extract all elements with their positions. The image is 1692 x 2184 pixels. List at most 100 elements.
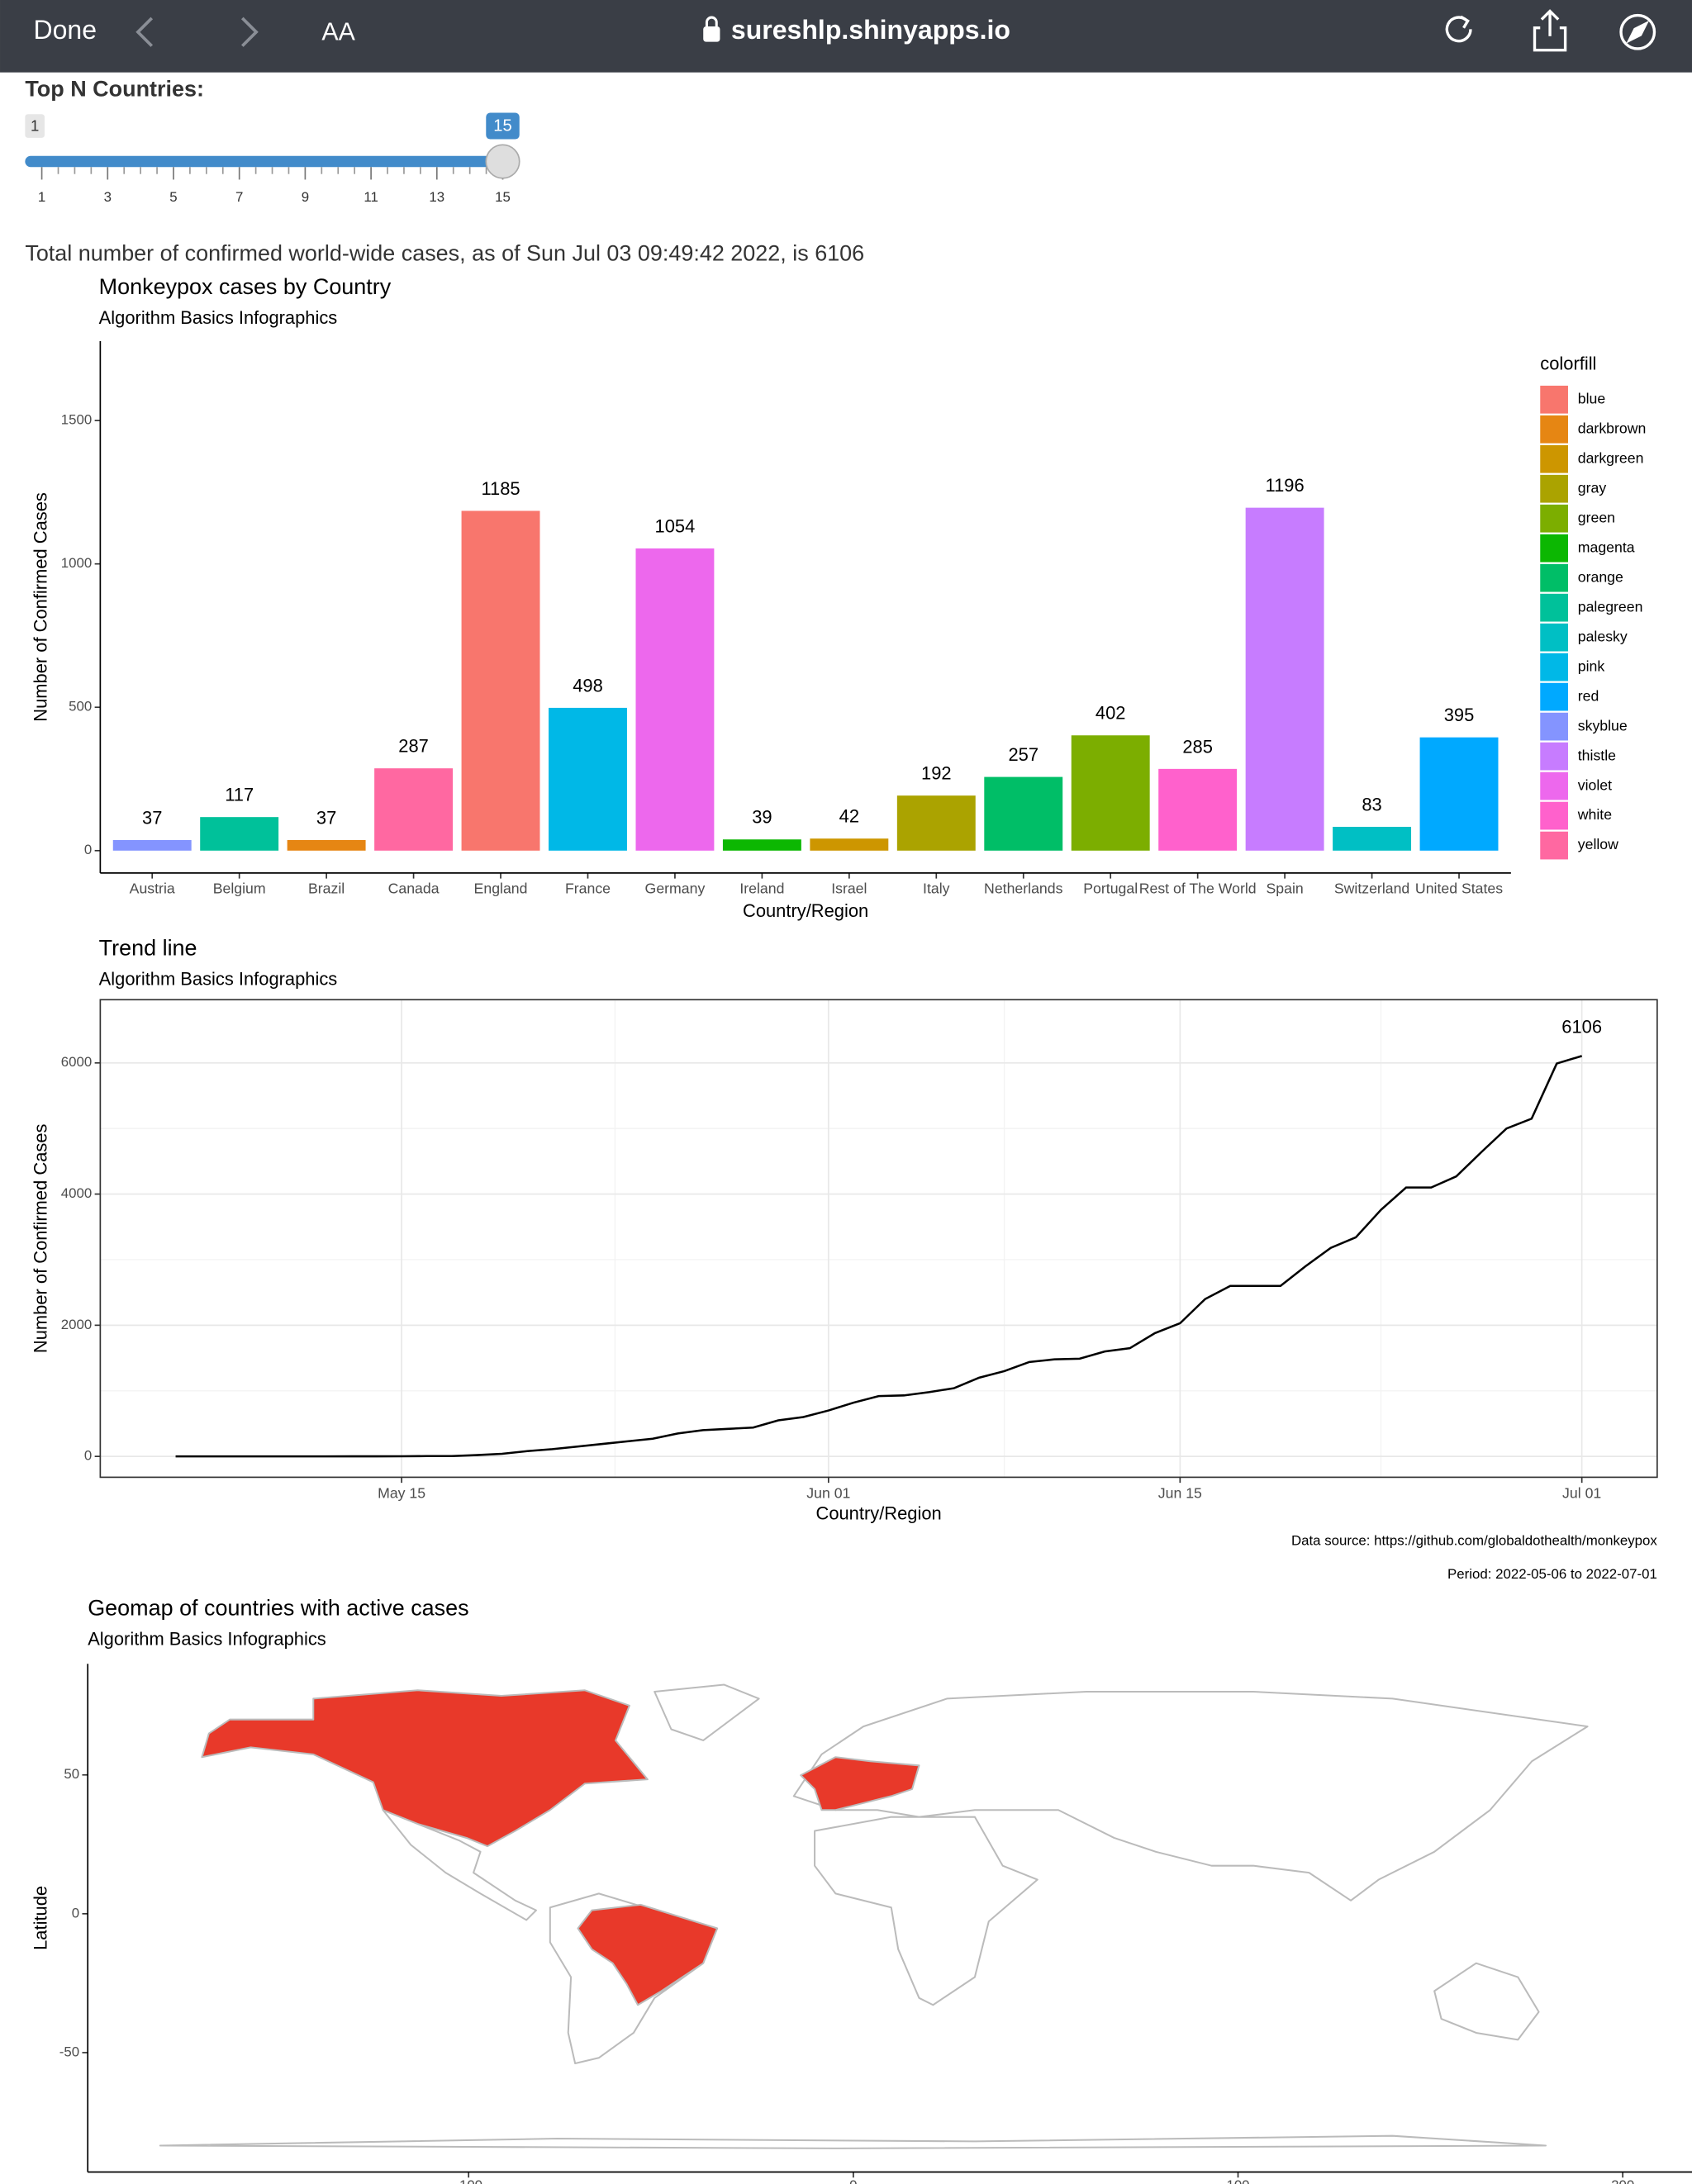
slider-handle[interactable] — [485, 144, 520, 179]
legend-swatch — [1540, 742, 1568, 771]
legend-label: blue — [1578, 390, 1606, 406]
x-tick-label: Brazil — [308, 881, 345, 897]
x-tick-label: Jun 15 — [1158, 1484, 1202, 1501]
x-tick-label: Jun 01 — [806, 1484, 850, 1501]
legend-swatch — [1540, 801, 1568, 830]
slider-label: Top N Countries: — [25, 77, 204, 102]
slider-min: 1 — [31, 116, 39, 134]
x-tick-label: Rest of The World — [1139, 881, 1257, 897]
done-button[interactable]: Done — [33, 15, 97, 45]
caption: Period: 2022-05-06 to 2022-07-01 — [1447, 1566, 1657, 1582]
bar — [549, 707, 627, 851]
slider-value-box — [486, 112, 520, 140]
country-shape — [654, 1683, 760, 1741]
legend-swatch — [1540, 504, 1568, 533]
trend-line — [175, 1055, 1583, 1458]
slider-track — [25, 155, 503, 168]
legend-label: palesky — [1578, 628, 1628, 644]
legend-swatch — [1540, 653, 1568, 681]
bar-value-label: 83 — [1362, 794, 1381, 814]
country-shape — [800, 1756, 920, 1811]
share-button[interactable] — [1533, 9, 1567, 52]
legend-label: orange — [1578, 568, 1623, 585]
y-axis-label: Number of Confirmed Cases — [30, 1123, 50, 1353]
y-tick-label: 0 — [84, 1448, 92, 1464]
x-tick-label: Italy — [923, 881, 950, 897]
legend-swatch — [1540, 415, 1568, 444]
legend-label: skyblue — [1578, 717, 1628, 734]
bar-value-label: 37 — [316, 807, 336, 828]
slider-tick-label: 7 — [235, 189, 243, 205]
chart-subtitle: Algorithm Basics Infographics — [88, 1628, 326, 1649]
bar — [1071, 735, 1150, 851]
forward-button[interactable] — [240, 17, 259, 47]
legend-swatch — [1540, 772, 1568, 800]
legend-label: pink — [1578, 658, 1605, 674]
country-shape — [159, 2134, 1547, 2149]
chart-subtitle: Algorithm Basics Infographics — [99, 307, 338, 328]
legend-swatch — [1540, 712, 1568, 741]
x-tick-label: Austria — [130, 881, 175, 897]
legend-swatch — [1540, 385, 1568, 414]
x-tick-label: Switzerland — [1334, 881, 1409, 897]
back-button[interactable] — [135, 17, 154, 47]
y-tick-label: 1000 — [61, 555, 92, 571]
y-tick-label: 6000 — [61, 1054, 92, 1070]
bar-value-label: 1185 — [481, 478, 520, 499]
y-axis-label: Latitude — [30, 1886, 50, 1950]
chart-title: Trend line — [99, 936, 197, 961]
x-tick-label: France — [565, 881, 611, 897]
legend-swatch — [1540, 593, 1568, 622]
legend-label: white — [1577, 806, 1612, 823]
slider-tick-label: 3 — [104, 189, 112, 205]
slider-value: 15 — [493, 117, 512, 135]
bar-value-label: 402 — [1096, 703, 1126, 724]
bar-value-label: 1054 — [655, 515, 696, 536]
x-tick-label: Netherlands — [984, 881, 1063, 897]
legend-title: colorfill — [1540, 353, 1596, 373]
y-tick-label: -50 — [59, 2044, 79, 2059]
bar-value-label: 42 — [839, 806, 859, 827]
chart-title: Geomap of countries with active cases — [88, 1596, 468, 1621]
country-shape — [201, 1689, 649, 1848]
country-shape — [577, 1903, 719, 2006]
legend-swatch — [1540, 831, 1568, 860]
legend-label: darkbrown — [1578, 420, 1647, 436]
panel-border — [99, 999, 1658, 1479]
x-tick-label: 200 — [1611, 2177, 1634, 2184]
legend-swatch — [1540, 534, 1568, 563]
text-size-button[interactable]: AA — [321, 18, 355, 45]
bar — [461, 510, 540, 851]
x-tick-label: United States — [1415, 881, 1503, 897]
x-tick-label: Ireland — [739, 881, 784, 897]
summary-text: Total number of confirmed world-wide cas… — [25, 241, 864, 266]
legend-swatch — [1540, 563, 1568, 592]
x-tick-label: 100 — [1226, 2177, 1249, 2184]
slider-tick-label: 11 — [364, 189, 378, 205]
x-tick-label: Portugal — [1083, 881, 1138, 897]
caption: Data source: https://github.com/globaldo… — [1291, 1532, 1657, 1548]
legend-label: gray — [1578, 479, 1607, 496]
browser-bar — [0, 0, 1692, 73]
bar — [896, 795, 976, 851]
country-shape — [814, 1816, 1038, 2006]
y-tick-label: 0 — [84, 842, 92, 857]
x-axis-label: Country/Region — [816, 1503, 942, 1524]
bar — [112, 839, 192, 851]
bar-value-label: 395 — [1444, 705, 1475, 725]
lock-icon — [703, 16, 720, 42]
y-tick-label: 1500 — [61, 412, 92, 428]
url[interactable]: sureshlp.shinyapps.io — [731, 15, 1010, 45]
y-tick-label: 500 — [69, 699, 92, 715]
x-tick-label: Spain — [1266, 881, 1303, 897]
legend-swatch — [1540, 474, 1568, 503]
legend-swatch — [1540, 682, 1568, 711]
y-tick-label: 50 — [64, 1766, 79, 1782]
compass-button[interactable] — [1619, 13, 1656, 50]
reload-button[interactable] — [1445, 15, 1472, 43]
slider-tick-label: 13 — [429, 189, 444, 205]
country-shape — [382, 1809, 537, 1921]
legend-label: red — [1578, 687, 1599, 704]
